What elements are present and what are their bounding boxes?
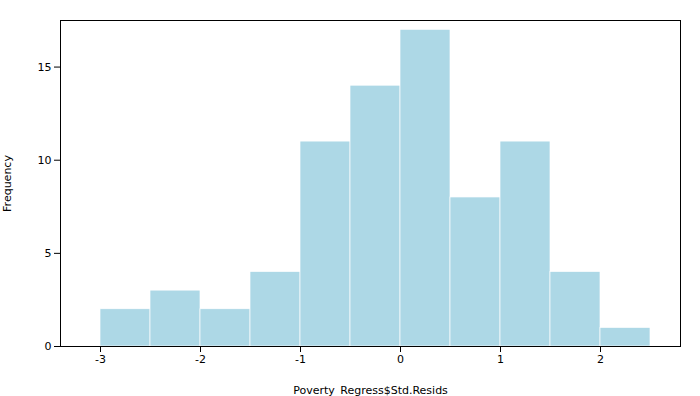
svg-text:Frequency: Frequency bbox=[1, 155, 14, 212]
svg-text:5: 5 bbox=[45, 247, 52, 260]
svg-text:-3: -3 bbox=[95, 353, 106, 366]
svg-text:2: 2 bbox=[597, 353, 604, 366]
svg-text:-2: -2 bbox=[195, 353, 206, 366]
svg-text:1: 1 bbox=[497, 353, 504, 366]
svg-text:0: 0 bbox=[397, 353, 404, 366]
svg-text:-1: -1 bbox=[295, 353, 306, 366]
svg-text:0: 0 bbox=[45, 340, 52, 353]
svg-text:10: 10 bbox=[38, 154, 52, 167]
svg-text:15: 15 bbox=[38, 61, 52, 74]
svg-text:Poverty_Regress$Std.Resids: Poverty_Regress$Std.Resids bbox=[293, 384, 448, 396]
